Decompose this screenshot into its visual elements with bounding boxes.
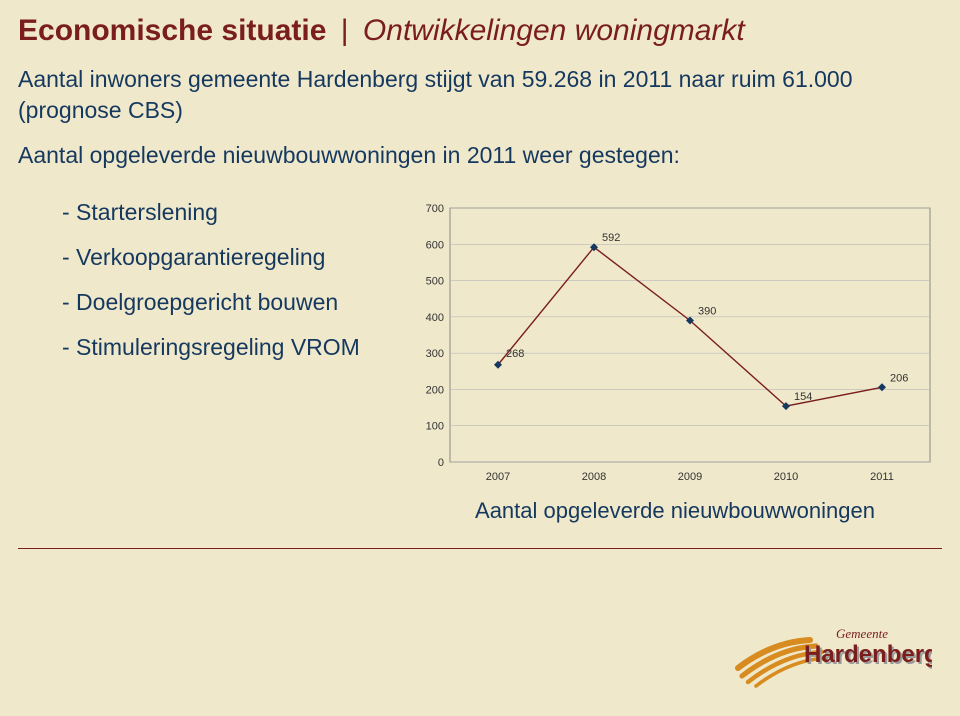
svg-text:700: 700 — [426, 203, 444, 215]
svg-text:2010: 2010 — [774, 471, 798, 483]
svg-text:100: 100 — [426, 421, 444, 433]
svg-text:2007: 2007 — [486, 471, 510, 483]
svg-text:400: 400 — [426, 312, 444, 324]
svg-text:2008: 2008 — [582, 471, 606, 483]
slide: Economische situatie | Ontwikkelingen wo… — [0, 0, 960, 716]
title-part1: Economische situatie — [18, 14, 326, 47]
chart-caption: Aantal opgeleverde nieuwbouwwoningen — [410, 498, 940, 524]
svg-text:0: 0 — [438, 457, 444, 469]
chart-svg: 0 100 200 300 400 500 600 700 2007 2008 2009 2010 20… — [410, 200, 940, 490]
svg-text:600: 600 — [426, 239, 444, 251]
svg-text:2009: 2009 — [678, 471, 702, 483]
bullet-item: - Starterslening — [62, 190, 360, 235]
subtitle-line1: Aantal inwoners gemeente Hardenberg stij… — [18, 66, 853, 93]
title-separator: | — [341, 14, 349, 47]
logo-svg: GemeenteHardenbergHardenberg — [732, 598, 932, 688]
svg-text:592: 592 — [602, 232, 620, 244]
subtitle-line2: (prognose CBS) — [18, 97, 183, 124]
svg-text:Gemeente: Gemeente — [836, 626, 888, 641]
bullet-list: - Starterslening - Verkoopgarantieregeli… — [62, 190, 360, 370]
svg-text:200: 200 — [426, 384, 444, 396]
svg-text:390: 390 — [698, 305, 716, 317]
logo-hardenberg: GemeenteHardenbergHardenberg — [732, 598, 932, 688]
divider — [18, 548, 942, 549]
bullet-item: - Stimuleringsregeling VROM — [62, 325, 360, 370]
line-chart: 0 100 200 300 400 500 600 700 2007 2008 2009 2010 20… — [410, 200, 940, 490]
svg-text:2011: 2011 — [870, 471, 894, 483]
bullet-item: - Verkoopgarantieregeling — [62, 235, 360, 280]
svg-text:154: 154 — [794, 391, 812, 403]
svg-text:500: 500 — [426, 276, 444, 288]
svg-text:Hardenberg: Hardenberg — [804, 641, 932, 668]
subtitle-line3: Aantal opgeleverde nieuwbouwwoningen in … — [18, 142, 680, 169]
svg-text:300: 300 — [426, 348, 444, 360]
bullet-item: - Doelgroepgericht bouwen — [62, 280, 360, 325]
page-title: Economische situatie | Ontwikkelingen wo… — [18, 14, 745, 48]
svg-text:268: 268 — [506, 348, 524, 360]
title-part2: Ontwikkelingen woningmarkt — [363, 14, 745, 47]
svg-text:206: 206 — [890, 372, 908, 384]
